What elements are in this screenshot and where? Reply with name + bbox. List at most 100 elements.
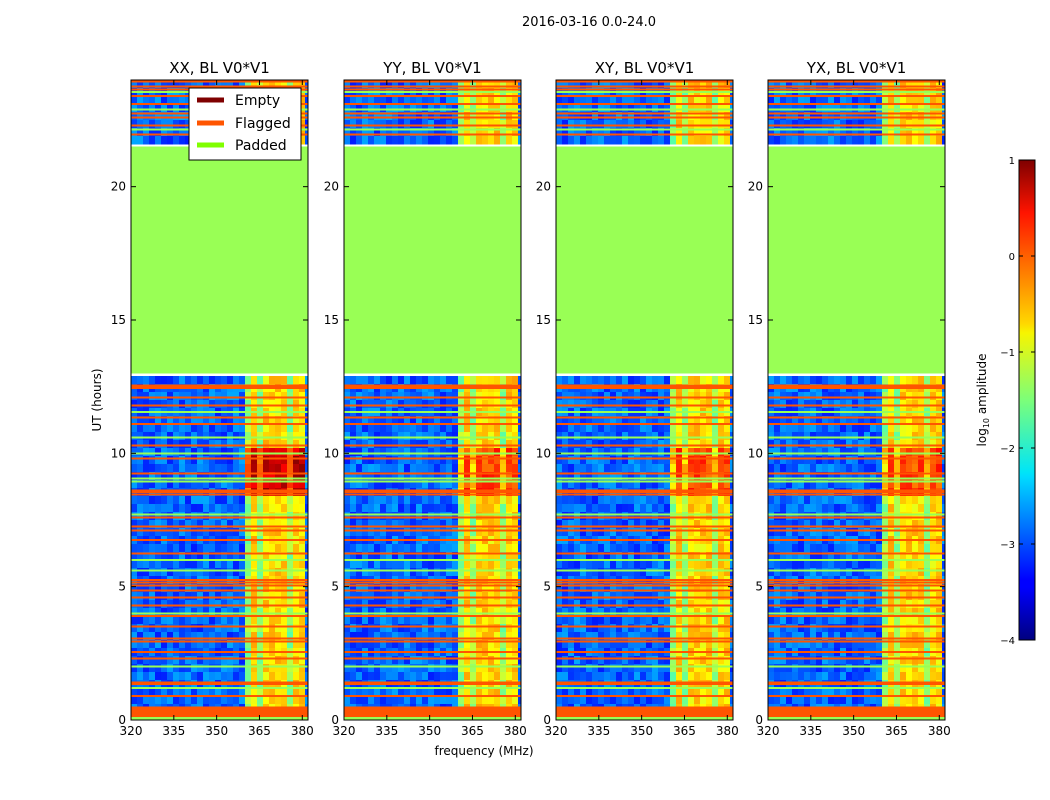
- heatmap-cell: [251, 688, 258, 697]
- heatmap-cell: [263, 480, 270, 489]
- heatmap-cell: [604, 448, 611, 457]
- heatmap-cell: [706, 496, 713, 505]
- heatmap-cell: [682, 616, 689, 625]
- heatmap-cell: [476, 672, 483, 681]
- heatmap-cell: [604, 696, 611, 705]
- flagged-line: [131, 657, 308, 660]
- heatmap-cell: [718, 456, 725, 465]
- heatmap-cell: [598, 608, 605, 617]
- heatmap-cell: [167, 552, 174, 561]
- heatmap-cell: [568, 608, 575, 617]
- padded-line: [556, 452, 733, 455]
- heatmap-cell: [664, 480, 671, 489]
- heatmap-cell: [305, 136, 308, 145]
- heatmap-cell: [688, 664, 695, 673]
- heatmap-cell: [362, 440, 369, 449]
- heatmap-cell: [512, 464, 519, 473]
- heatmap-cell: [724, 560, 731, 569]
- heatmap-cell: [356, 552, 363, 561]
- flagged-line: [344, 584, 521, 587]
- heatmap-cell: [646, 432, 653, 441]
- heatmap-cell: [670, 80, 677, 89]
- heatmap-cell: [488, 376, 495, 385]
- heatmap-cell: [221, 696, 228, 705]
- heatmap-cell: [368, 136, 375, 145]
- heatmap-cell: [652, 392, 659, 401]
- heatmap-cell: [350, 136, 357, 145]
- heatmap-cell: [197, 640, 204, 649]
- heatmap-cell: [718, 400, 725, 409]
- heatmap-cell: [293, 600, 300, 609]
- heatmap-cell: [434, 664, 441, 673]
- heatmap-cell: [167, 400, 174, 409]
- heatmap-cell: [682, 104, 689, 113]
- heatmap-cell: [173, 112, 180, 121]
- heatmap-cell: [404, 400, 411, 409]
- heatmap-cell: [664, 520, 671, 529]
- heatmap-cell: [374, 448, 381, 457]
- heatmap-cell: [263, 560, 270, 569]
- heatmap-cell: [287, 528, 294, 537]
- flagged-line: [344, 116, 521, 119]
- heatmap-cell: [380, 640, 387, 649]
- heatmap-cell: [434, 448, 441, 457]
- heatmap-cell: [676, 432, 683, 441]
- heatmap-cell: [251, 592, 258, 601]
- heatmap-cell: [305, 520, 308, 529]
- heatmap-cell: [616, 104, 623, 113]
- heatmap-cell: [730, 560, 733, 569]
- heatmap-cell: [161, 504, 168, 513]
- heatmap-cell: [143, 520, 150, 529]
- heatmap-cell: [275, 440, 282, 449]
- heatmap-cell: [440, 120, 447, 129]
- heatmap-cell: [706, 528, 713, 537]
- heatmap-cell: [568, 432, 575, 441]
- heatmap-cell: [356, 528, 363, 537]
- heatmap-cell: [179, 568, 186, 577]
- heatmap-cell: [562, 560, 569, 569]
- heatmap-cell: [580, 552, 587, 561]
- heatmap-cell: [161, 472, 168, 481]
- heatmap-cell: [500, 552, 507, 561]
- heatmap-cell: [470, 400, 477, 409]
- heatmap-cell: [239, 448, 246, 457]
- heatmap-cell: [482, 504, 489, 513]
- heatmap-cell: [458, 688, 465, 697]
- heatmap-cell: [930, 104, 937, 113]
- heatmap-cell: [299, 440, 306, 449]
- heatmap-cell: [604, 544, 611, 553]
- heatmap-cell: [221, 616, 228, 625]
- flagged-line: [131, 695, 308, 697]
- heatmap-cell: [221, 520, 228, 529]
- heatmap-cell: [628, 496, 635, 505]
- heatmap-cell: [131, 528, 138, 537]
- heatmap-cell: [344, 432, 351, 441]
- heatmap-cell: [167, 448, 174, 457]
- heatmap-cell: [610, 600, 617, 609]
- heatmap-cell: [392, 416, 399, 425]
- heatmap-cell: [416, 664, 423, 673]
- heatmap-cell: [281, 640, 288, 649]
- heatmap-cell: [482, 672, 489, 681]
- padded-line: [556, 612, 733, 615]
- heatmap-cell: [416, 640, 423, 649]
- heatmap-cell: [646, 624, 653, 633]
- heatmap-cell: [616, 80, 623, 89]
- heatmap-cell: [197, 624, 204, 633]
- heatmap-cell: [688, 592, 695, 601]
- heatmap-cell: [239, 400, 246, 409]
- heatmap-cell: [700, 584, 707, 593]
- heatmap-cell: [374, 480, 381, 489]
- heatmap-cell: [203, 432, 210, 441]
- heatmap-cell: [580, 544, 587, 553]
- heatmap-cell: [392, 432, 399, 441]
- heatmap-cell: [488, 440, 495, 449]
- heatmap-cell: [221, 592, 228, 601]
- heatmap-cell: [452, 136, 459, 145]
- heatmap-cell: [161, 544, 168, 553]
- heatmap-cell: [149, 440, 156, 449]
- heatmap-cell: [269, 464, 276, 473]
- heatmap-cell: [239, 640, 246, 649]
- heatmap-cell: [556, 448, 563, 457]
- heatmap-cell: [574, 584, 581, 593]
